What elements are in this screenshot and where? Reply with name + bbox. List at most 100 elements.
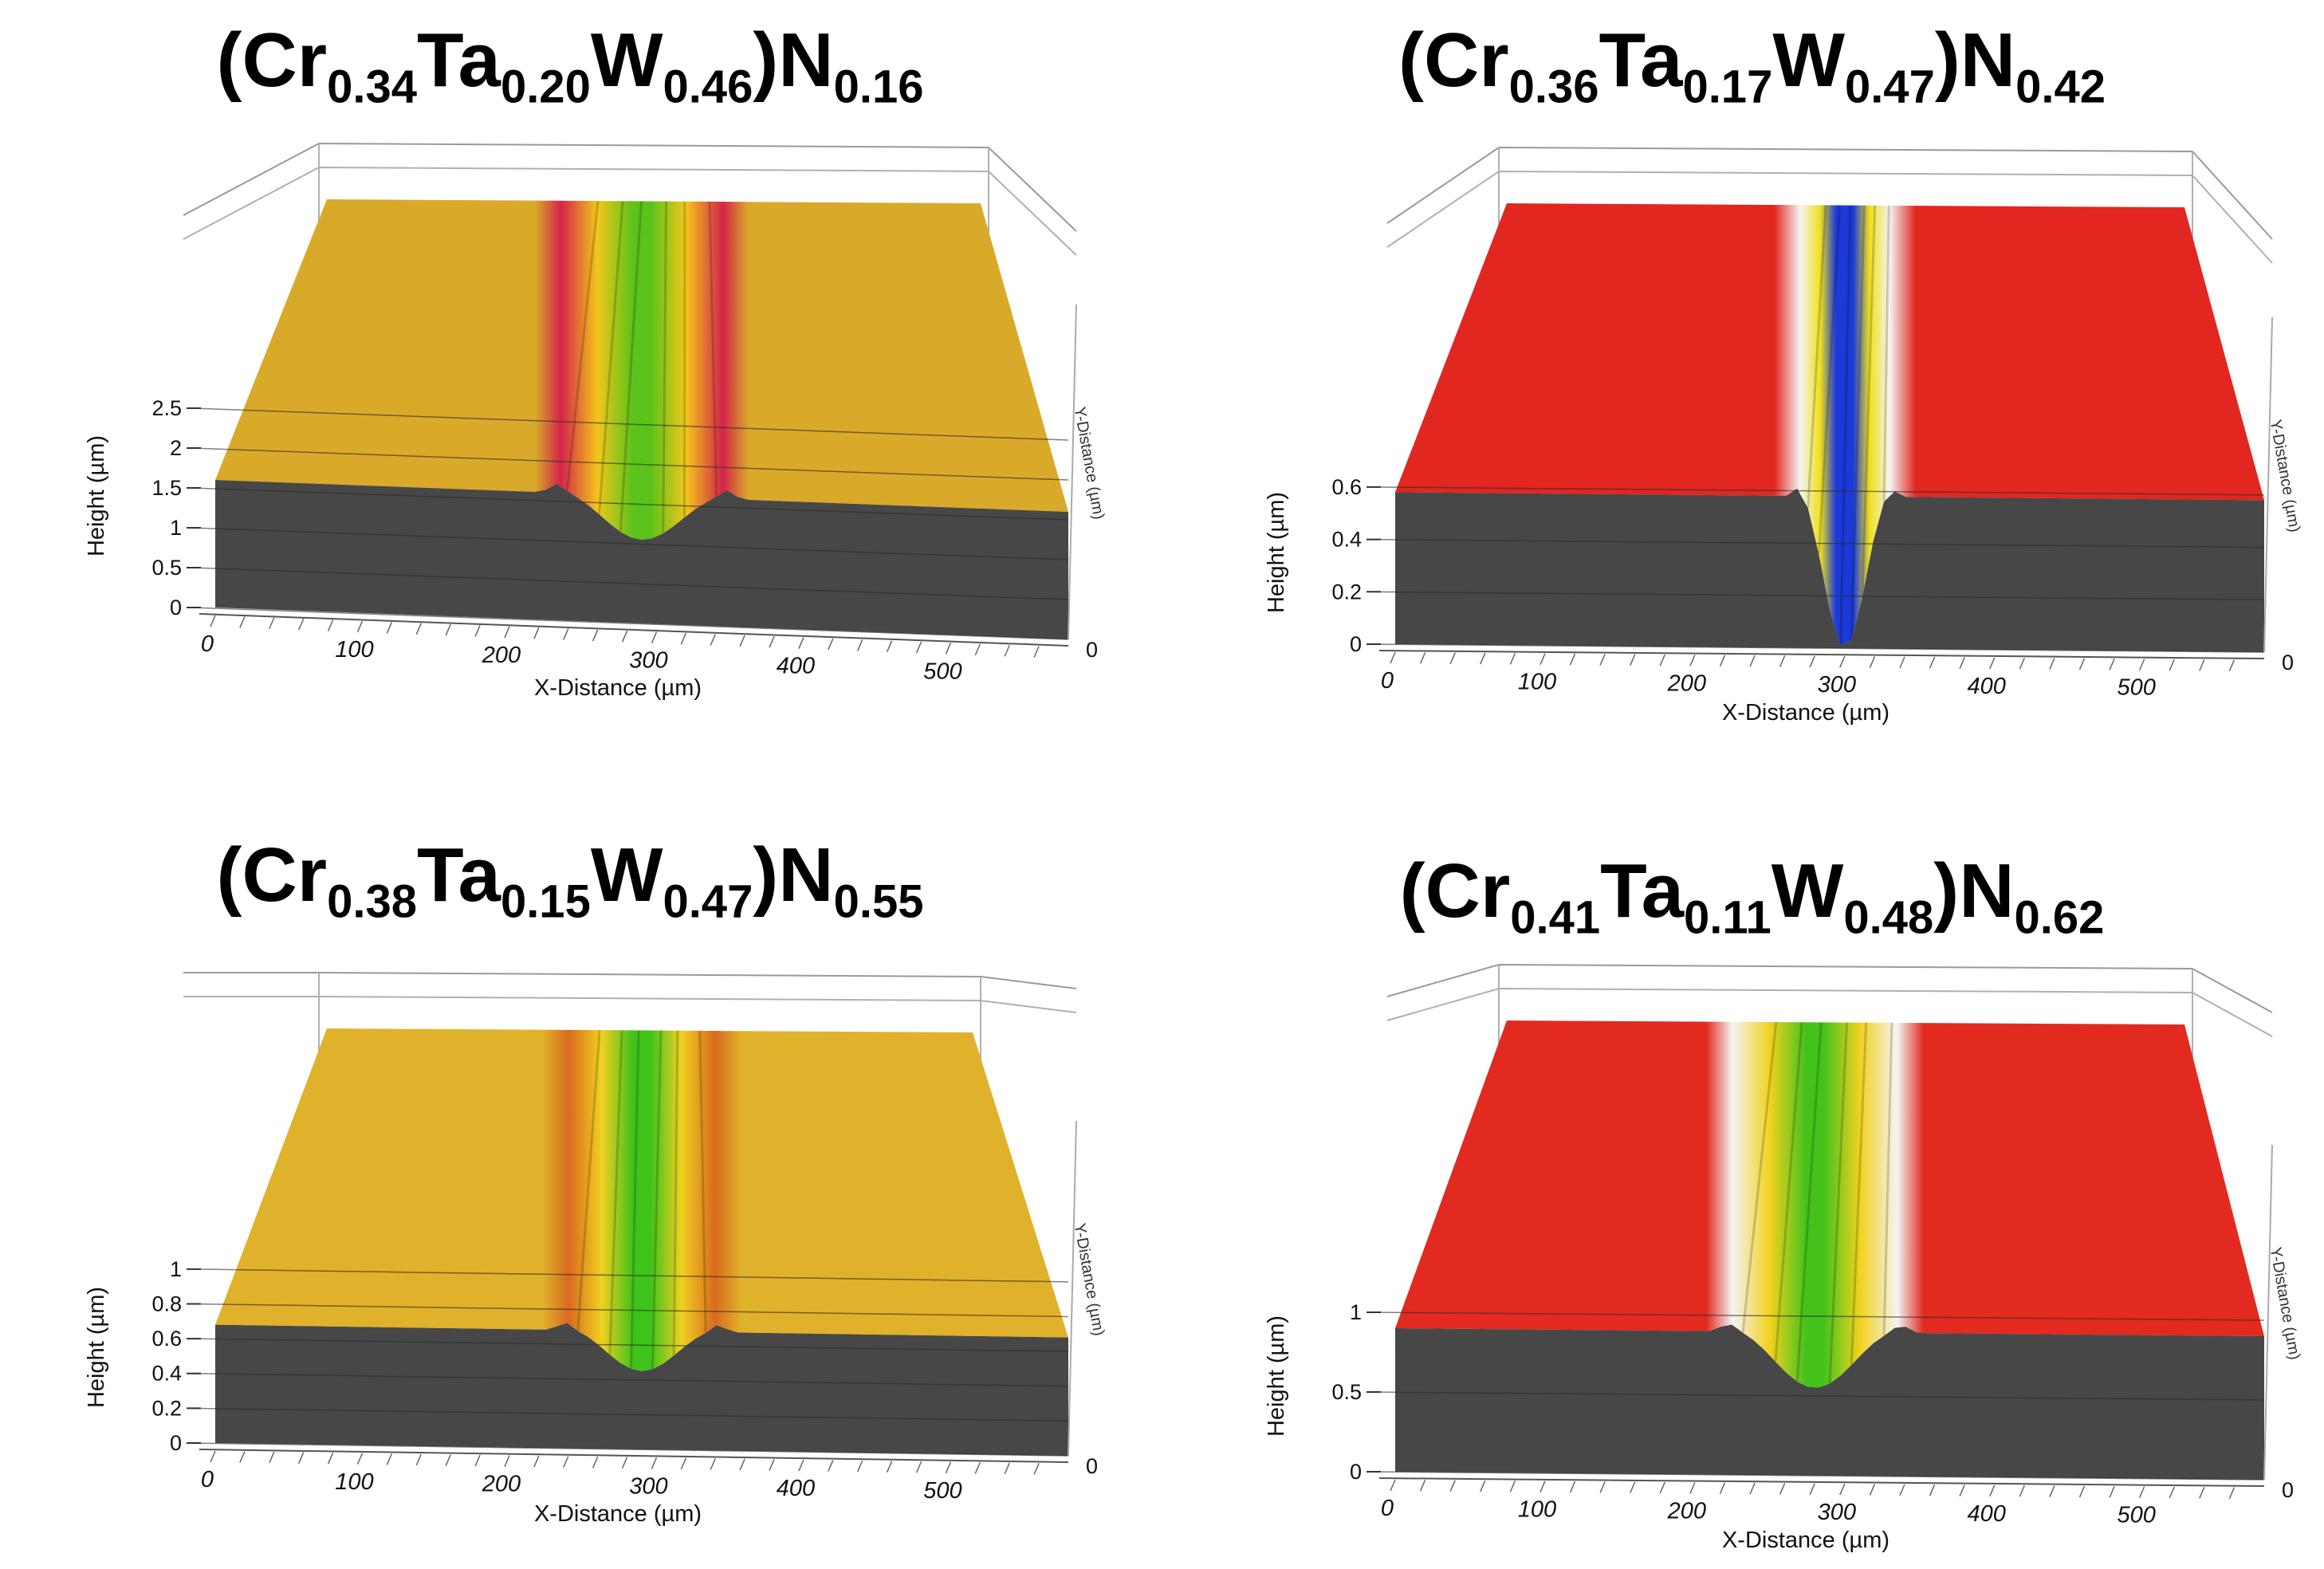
x-minor-tick	[1719, 1482, 1726, 1495]
y-axis-label: Height (µm)	[84, 435, 109, 556]
trough-groove	[1861, 205, 1877, 598]
bounding-box-line	[1068, 304, 1077, 640]
x-minor-tick	[651, 631, 658, 643]
trough-groove	[662, 201, 668, 534]
bounding-box-line	[183, 142, 1077, 232]
bounding-box-line	[183, 972, 1077, 989]
z-grid-line	[1370, 643, 2265, 653]
x-minor-tick	[474, 625, 481, 637]
x-axis-label: X-Distance (µm)	[1722, 1528, 1889, 1553]
x-minor-tick	[1689, 1482, 1696, 1494]
x-axis-line	[1378, 1477, 2265, 1487]
x-minor-tick	[945, 1461, 952, 1474]
x-minor-tick	[1989, 657, 1996, 670]
x-minor-tick	[857, 1460, 863, 1473]
chart-title: (Cr0.34Ta0.20W0.46)N0.16	[216, 18, 924, 113]
z-tick-label: 0	[1350, 1460, 1362, 1484]
x-minor-tick	[592, 629, 599, 642]
x-minor-tick	[1839, 1483, 1846, 1496]
x-minor-tick	[1989, 1484, 1996, 1497]
front-wall	[215, 480, 1068, 639]
x-axis-label: X-Distance (µm)	[1722, 700, 1889, 726]
x-minor-tick	[1809, 655, 1815, 668]
x-tick-label: 100	[335, 637, 373, 663]
y-distance-tick: 0	[2282, 651, 2294, 674]
chart-panel: (Cr0.34Ta0.20W0.46)N0.16 0 0.5 1 1.5 2 2.5 0 10…	[0, 0, 1140, 733]
x-minor-tick	[2138, 1486, 2145, 1498]
x-minor-tick	[1630, 654, 1636, 667]
x-tick-label: 0	[1381, 668, 1394, 694]
x-minor-tick	[1809, 1483, 1815, 1496]
x-minor-tick	[974, 643, 981, 656]
z-tick-label: 0.5	[1331, 1380, 1362, 1404]
z-tick-label: 2.5	[151, 396, 182, 420]
z-grid-line	[191, 607, 1069, 640]
z-grid-line	[191, 1268, 1069, 1283]
x-minor-tick	[886, 640, 893, 653]
x-minor-tick	[1390, 651, 1396, 664]
z-tick-label: 0.6	[151, 1327, 182, 1351]
trough-groove	[1741, 1021, 1778, 1333]
z-tick-label: 0.4	[151, 1362, 182, 1386]
z-tick-label: 1.5	[151, 476, 182, 500]
x-minor-tick	[1480, 1480, 1486, 1492]
x-minor-tick	[298, 618, 305, 631]
surface-plot: 0 0.5 1 1.5 2 2.5 0 100 200 300 400 500 X-Distance (…	[84, 142, 1107, 701]
x-tick-label: 500	[2117, 675, 2155, 701]
z-grid-line	[1370, 538, 2265, 549]
x-axis-line	[199, 613, 1069, 647]
x-minor-tick	[2078, 1485, 2086, 1498]
bounding-box-line	[2263, 1144, 2273, 1481]
x-minor-tick	[356, 620, 364, 633]
x-minor-tick	[1659, 654, 1665, 667]
x-minor-tick	[386, 621, 393, 634]
x-minor-tick	[739, 1458, 745, 1471]
z-tick-label: 0.2	[151, 1396, 182, 1420]
surface-plot: 0 0.2 0.4 0.6 0.8 1 0 100 200 300 400 500 X-Distance…	[84, 972, 1107, 1527]
z-tick-label: 0.8	[151, 1292, 182, 1315]
x-minor-tick	[1839, 655, 1846, 668]
x-minor-tick	[2138, 659, 2145, 670]
x-minor-tick	[298, 1452, 305, 1464]
x-minor-tick	[1869, 656, 1876, 668]
x-minor-tick	[798, 637, 804, 649]
x-minor-tick	[2109, 658, 2115, 670]
y-axis-label: Height (µm)	[1264, 1315, 1289, 1437]
x-minor-tick	[1719, 655, 1726, 667]
x-minor-tick	[2169, 659, 2175, 671]
x-minor-tick	[1419, 652, 1426, 664]
x-minor-tick	[504, 626, 510, 639]
trough-groove	[1850, 205, 1866, 640]
x-minor-tick	[1689, 655, 1696, 667]
z-tick-label: 1	[1350, 1300, 1362, 1324]
x-minor-tick	[769, 1459, 775, 1471]
x-minor-tick	[798, 1459, 804, 1472]
bounding-box-line	[1068, 1120, 1077, 1457]
z-grid-line	[1370, 1471, 2265, 1481]
x-tick-label: 100	[335, 1469, 373, 1495]
front-wall	[1395, 488, 2264, 652]
trough-groove	[630, 1030, 640, 1370]
x-minor-tick	[828, 1460, 834, 1472]
x-tick-label: 200	[1667, 1498, 1706, 1524]
x-minor-tick	[1929, 1484, 1936, 1496]
z-grid-line	[1370, 486, 2265, 496]
trough-groove	[619, 201, 643, 533]
x-minor-tick	[710, 634, 716, 646]
x-minor-tick	[533, 1455, 540, 1468]
x-minor-tick	[2199, 1487, 2205, 1499]
chart-title: (Cr0.41Ta0.11W0.48)N0.62	[1399, 848, 2105, 944]
x-minor-tick	[680, 632, 687, 645]
z-grid-line	[1370, 591, 2265, 601]
y-distance-tick: 0	[2282, 1478, 2294, 1502]
trough-groove	[1795, 1022, 1823, 1382]
bounding-box-line	[183, 996, 1077, 1013]
x-minor-tick	[857, 639, 863, 651]
x-minor-tick	[1779, 655, 1786, 667]
x-tick-label: 200	[1667, 670, 1706, 696]
front-wall	[215, 1323, 1068, 1456]
z-tick-label: 0.2	[1331, 580, 1362, 604]
surface-plot: 0 0.2 0.4 0.6 0 100 200 300 400 500 X-Distance (µm…	[1264, 146, 2303, 726]
x-minor-tick	[445, 623, 451, 636]
trough-groove	[598, 201, 624, 515]
